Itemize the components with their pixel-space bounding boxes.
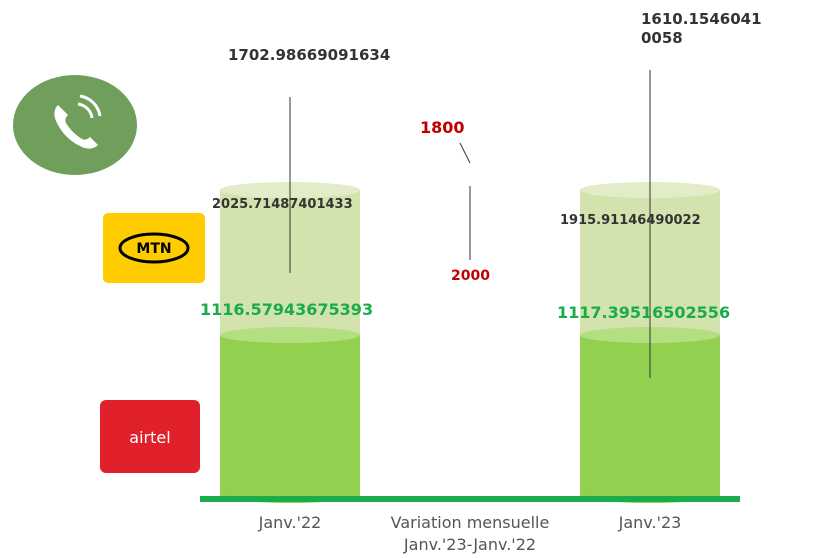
value-label: 1800 [420, 118, 465, 137]
value-label: 1116.57943675393 [200, 300, 374, 319]
value-label: 1117.39516502556 [557, 303, 731, 322]
value-label: 1915.91146490022 [560, 213, 701, 228]
mtn-text: MTN [136, 241, 171, 257]
airtel-text: airtel [129, 428, 170, 447]
value-label: 2000 [451, 268, 490, 284]
phone-waves [77, 94, 102, 119]
category-label: Janv.'23 [618, 513, 682, 532]
phone-icon [54, 105, 98, 149]
category-label: Variation mensuelle Janv.'23-Janv.'22 [390, 513, 550, 554]
value-label: 2025.71487401433 [212, 197, 353, 212]
value-label: 1702.98669091634 [228, 46, 391, 64]
phone-badge [13, 75, 137, 175]
mtn-oval [118, 232, 190, 264]
value-label: 1610.15460410058 [641, 10, 762, 47]
airtel-logo [100, 400, 200, 473]
baseline [200, 496, 740, 502]
leader-lines [289, 70, 651, 378]
category-label: Janv.'22 [258, 513, 322, 532]
